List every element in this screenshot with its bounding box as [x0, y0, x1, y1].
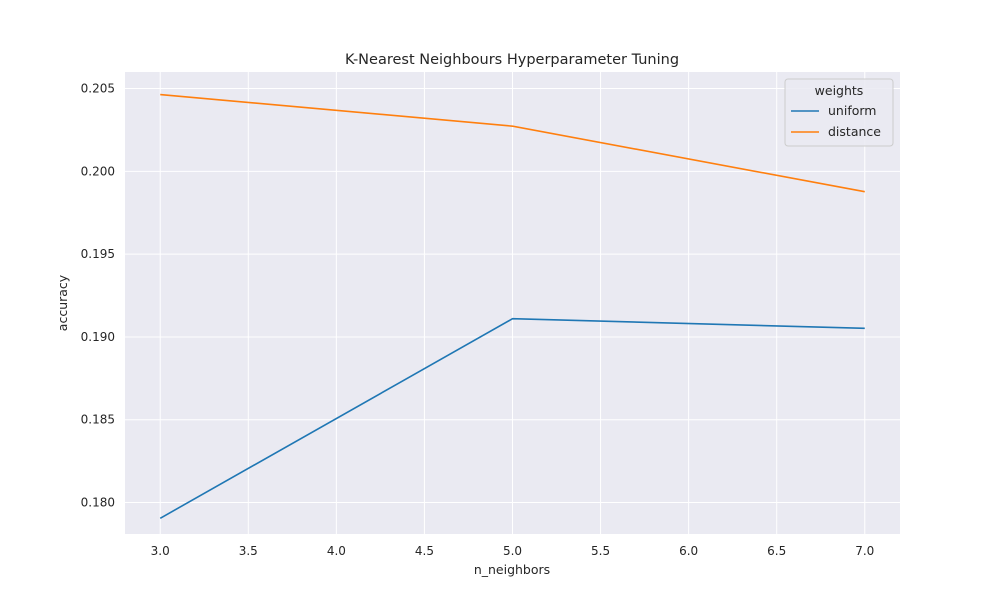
grid-lines — [125, 72, 900, 534]
y-tick-label: 0.190 — [81, 330, 115, 344]
series-line-uniform — [159, 317, 865, 519]
legend-box — [784, 78, 894, 147]
series-line-distance — [160, 93, 865, 193]
x-tick-label: 5.5 — [591, 544, 610, 558]
y-axis-label: accuracy — [55, 274, 70, 331]
x-tick-label: 3.0 — [151, 544, 170, 558]
x-tick-label: 4.0 — [327, 544, 346, 558]
legend: weights uniform distance — [784, 78, 894, 147]
y-tick-label: 0.200 — [81, 164, 115, 178]
y-tick-label: 0.185 — [81, 413, 115, 427]
x-axis-label: n_neighbors — [474, 562, 550, 577]
legend-title: weights — [815, 83, 864, 98]
x-tick-label: 6.5 — [767, 544, 786, 558]
legend-label-uniform: uniform — [828, 103, 876, 118]
x-tick-label: 7.0 — [855, 544, 874, 558]
series-lines — [159, 93, 865, 519]
tick-labels: 3.0 3.5 4.0 4.5 5.0 5.5 6.0 6.5 7.0 0.180 0.185 0.1… — [81, 82, 875, 558]
x-tick-label: 6.0 — [679, 544, 698, 558]
y-tick-label: 0.205 — [81, 82, 115, 96]
x-tick-label: 4.5 — [415, 544, 434, 558]
chart-title: K-Nearest Neighbours Hyperparameter Tuni… — [345, 52, 679, 68]
x-tick-label: 3.5 — [239, 544, 258, 558]
x-tick-label: 5.0 — [503, 544, 522, 558]
legend-label-distance: distance — [828, 124, 881, 139]
y-tick-label: 0.180 — [81, 496, 115, 510]
y-tick-label: 0.195 — [81, 247, 115, 261]
